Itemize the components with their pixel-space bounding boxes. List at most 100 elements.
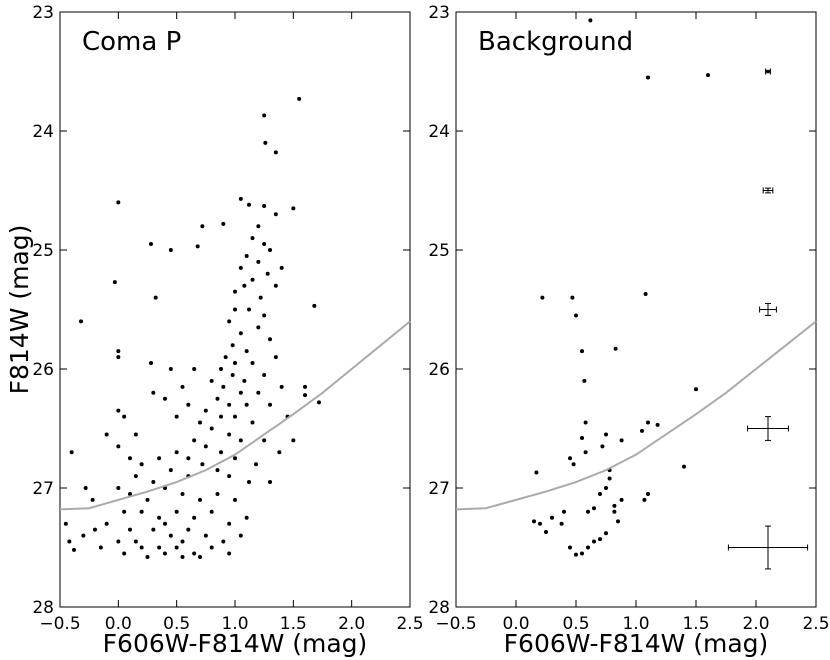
data-point <box>83 486 88 490</box>
x-tick-label: 1.5 <box>280 614 307 634</box>
data-point <box>277 450 282 455</box>
data-point <box>233 307 237 312</box>
data-point <box>133 539 138 544</box>
data-point <box>79 319 83 324</box>
data-point <box>233 456 237 461</box>
data-point <box>157 456 162 461</box>
data-point <box>244 515 249 520</box>
data-point <box>209 545 214 550</box>
data-point <box>198 555 202 560</box>
data-point <box>157 545 162 550</box>
data-point <box>268 337 272 342</box>
data-point <box>238 390 243 395</box>
panel: −0.5 0.0 0.5 1.0 1.5 2.0 2.5 23 24 25 26 27 28 Coma P… <box>5 3 424 658</box>
data-point <box>133 474 138 479</box>
data-point <box>233 414 237 419</box>
data-point <box>694 387 698 392</box>
data-point <box>242 378 247 383</box>
data-point <box>168 248 173 252</box>
data-point <box>104 432 109 437</box>
data-point <box>250 236 255 241</box>
completeness-line <box>455 320 817 511</box>
data-point <box>604 486 608 490</box>
data-point <box>192 515 197 520</box>
data-point <box>163 396 167 401</box>
x-tick-label: 1.0 <box>221 614 248 634</box>
data-point <box>303 384 307 389</box>
data-point <box>203 408 208 413</box>
data-point <box>262 203 267 208</box>
data-point <box>174 414 179 419</box>
data-point <box>180 555 185 560</box>
data-point <box>598 537 602 542</box>
data-point <box>604 531 608 536</box>
y-tick-label: 27 <box>32 479 54 499</box>
data-point <box>643 292 648 297</box>
data-point <box>258 295 263 300</box>
data-point <box>588 18 593 23</box>
data-point <box>562 509 566 514</box>
data-point <box>209 426 214 431</box>
data-point <box>223 355 228 360</box>
data-point <box>244 349 249 354</box>
data-point <box>221 221 226 226</box>
data-point <box>227 319 232 324</box>
data-point <box>174 509 179 514</box>
data-point <box>227 432 232 437</box>
x-tick-label: −0.5 <box>435 614 476 634</box>
data-point <box>93 527 97 532</box>
data-point <box>612 509 617 514</box>
data-point <box>174 450 179 455</box>
data-point <box>273 150 278 155</box>
data-point <box>273 355 278 360</box>
data-point <box>570 295 575 300</box>
data-point <box>215 468 220 473</box>
data-point <box>262 242 267 247</box>
data-point <box>607 476 612 481</box>
data-point <box>149 242 153 247</box>
data-point <box>580 349 584 354</box>
x-tick-label: 1.0 <box>622 614 649 634</box>
data-point <box>291 206 296 211</box>
data-point <box>592 539 596 544</box>
data-point <box>200 224 205 229</box>
data-point <box>646 491 650 496</box>
data-point <box>133 432 138 437</box>
data-point <box>122 414 127 419</box>
data-point <box>616 519 620 524</box>
data-point <box>192 438 197 443</box>
y-tick-label: 24 <box>428 122 450 142</box>
data-point <box>580 551 584 556</box>
data-point <box>655 422 660 427</box>
data-point <box>250 277 255 282</box>
data-point <box>98 545 103 550</box>
panel-title: Background <box>478 27 633 57</box>
data-point <box>256 224 261 229</box>
y-tick-label: 23 <box>32 3 54 23</box>
data-point <box>186 456 191 461</box>
data-point <box>279 384 284 389</box>
data-point <box>186 402 191 407</box>
data-point <box>67 539 72 544</box>
data-point <box>646 420 650 425</box>
data-point <box>247 202 251 207</box>
data-point <box>273 212 278 217</box>
x-tick-label: 2.5 <box>396 614 423 634</box>
data-point <box>619 497 624 502</box>
data-point <box>592 506 596 511</box>
data-point <box>233 289 237 294</box>
data-point <box>219 450 223 455</box>
x-tick-label: 1.5 <box>682 614 709 634</box>
data-point <box>265 271 270 276</box>
x-tick-label: 0.0 <box>502 614 529 634</box>
data-point <box>612 503 617 508</box>
data-point <box>203 444 208 449</box>
y-tick-label: 28 <box>428 598 450 618</box>
data-point <box>200 462 205 467</box>
data-point <box>238 265 243 270</box>
data-point <box>116 539 121 544</box>
y-tick-label: 25 <box>428 241 450 261</box>
data-point <box>219 414 223 419</box>
data-point <box>250 420 255 425</box>
data-point <box>598 491 602 496</box>
